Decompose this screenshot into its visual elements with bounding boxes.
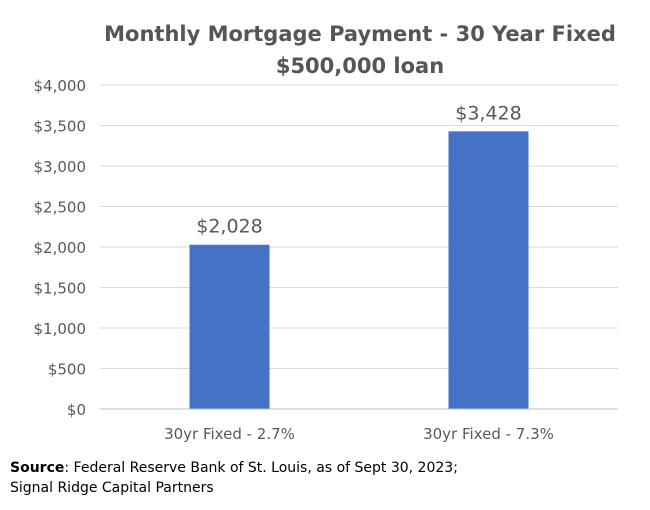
chart-title: Monthly Mortgage Payment - 30 Year Fixed bbox=[104, 22, 616, 46]
bar bbox=[448, 131, 529, 409]
chart: Monthly Mortgage Payment - 30 Year Fixed… bbox=[34, 22, 618, 443]
y-tick-label: $0 bbox=[67, 401, 86, 419]
chart-subtitle: $500,000 loan bbox=[275, 54, 445, 78]
y-tick-label: $3,500 bbox=[34, 118, 87, 136]
y-tick-label: $4,000 bbox=[34, 77, 87, 95]
y-tick-label: $2,000 bbox=[34, 239, 87, 257]
y-tick-label: $1,000 bbox=[34, 320, 87, 338]
data-label: $2,028 bbox=[196, 216, 262, 238]
bar bbox=[189, 244, 270, 409]
y-tick-label: $3,000 bbox=[34, 158, 87, 176]
x-tick-label: 30yr Fixed - 2.7% bbox=[164, 425, 295, 443]
y-tick-label: $1,500 bbox=[34, 280, 87, 298]
x-tick-label: 30yr Fixed - 7.3% bbox=[423, 425, 554, 443]
y-tick-label: $2,500 bbox=[34, 199, 87, 217]
source-label: Source bbox=[10, 460, 65, 476]
source-line2: Signal Ridge Capital Partners bbox=[10, 480, 214, 496]
source-text: : Federal Reserve Bank of St. Louis, as … bbox=[64, 460, 458, 476]
bar-chart-plot: $0 $500 $1,000 $1,500 $2,000 $2,500 $3,000 $3,5… bbox=[34, 77, 618, 443]
y-tick-label: $500 bbox=[48, 361, 86, 379]
source-note: Source: Federal Reserve Bank of St. Loui… bbox=[10, 458, 640, 498]
data-label: $3,428 bbox=[455, 102, 521, 124]
